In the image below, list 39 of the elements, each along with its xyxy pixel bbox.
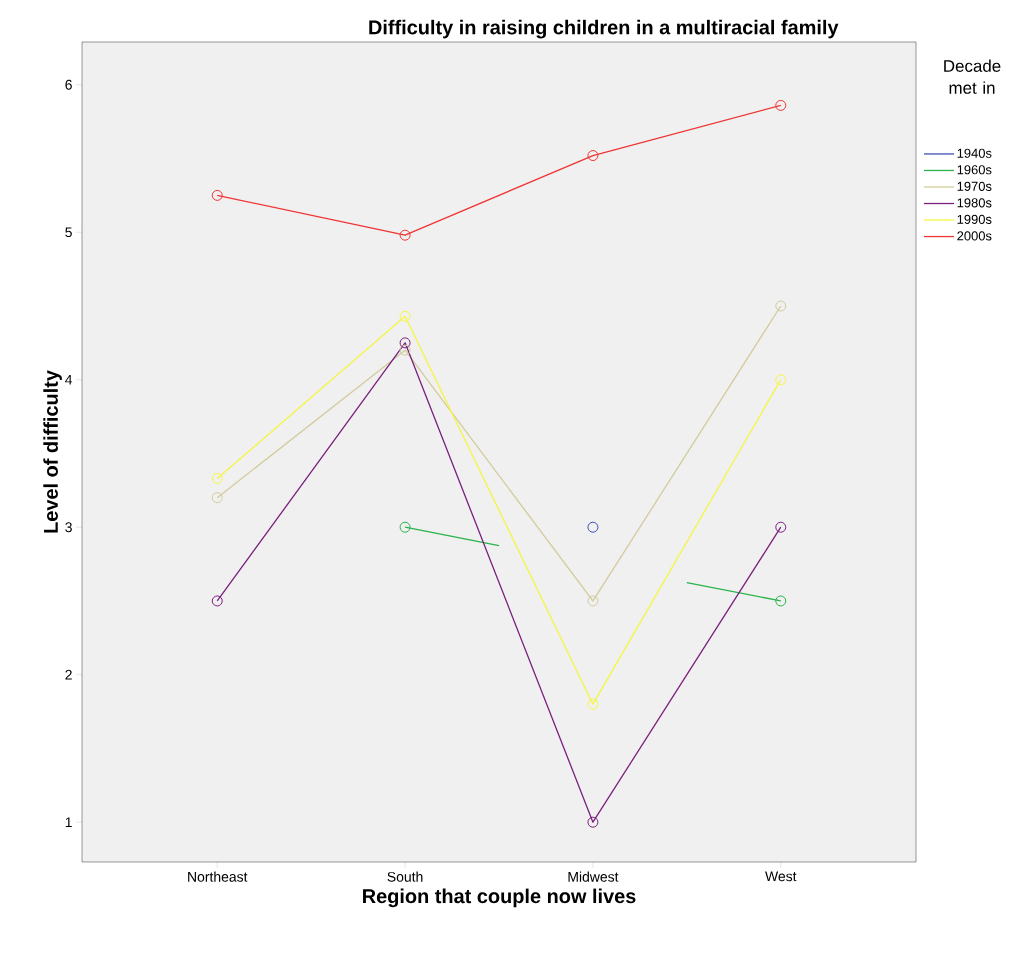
point bbox=[775, 300, 787, 312]
point bbox=[399, 344, 411, 356]
point bbox=[399, 337, 411, 349]
point bbox=[775, 99, 787, 111]
point bbox=[211, 595, 223, 607]
y-tick-label: 6 bbox=[65, 79, 72, 90]
point bbox=[399, 229, 411, 241]
point bbox=[775, 595, 787, 607]
legend-title: Decade met in bbox=[944, 59, 1001, 94]
x-tick-label: Midwest bbox=[568, 871, 619, 882]
chart-title: Difficulty in raising children in a multiracial family bbox=[369, 19, 839, 39]
point bbox=[775, 374, 787, 386]
y-tick-label: 2 bbox=[65, 669, 72, 680]
x-tick-label: West bbox=[765, 871, 797, 882]
x-tick-label: Northeast bbox=[188, 871, 248, 882]
legend-label: 1990s bbox=[957, 214, 992, 224]
y-axis-title: Level of difficulty bbox=[43, 370, 62, 533]
point bbox=[211, 492, 223, 504]
point bbox=[587, 595, 599, 607]
legend-label: 1940s bbox=[957, 148, 992, 158]
x-tick-label: South bbox=[387, 871, 423, 882]
y-tick-label: 3 bbox=[65, 522, 72, 533]
point bbox=[587, 150, 599, 162]
y-tick-label: 5 bbox=[65, 227, 72, 238]
point bbox=[399, 521, 411, 533]
x-axis-title: Region that couple now lives bbox=[363, 888, 636, 908]
legend-label: 2000s bbox=[957, 231, 992, 241]
legend-label: 1960s bbox=[957, 165, 992, 175]
point bbox=[775, 521, 787, 533]
point bbox=[587, 698, 599, 710]
point bbox=[399, 310, 411, 322]
legend-label: 1970s bbox=[957, 181, 992, 191]
point bbox=[211, 473, 223, 485]
legend-label: 1980s bbox=[957, 198, 992, 208]
point bbox=[587, 816, 599, 828]
point bbox=[587, 521, 599, 533]
y-tick-label: 1 bbox=[65, 817, 72, 827]
y-tick-label: 4 bbox=[65, 374, 73, 385]
point bbox=[211, 189, 223, 201]
